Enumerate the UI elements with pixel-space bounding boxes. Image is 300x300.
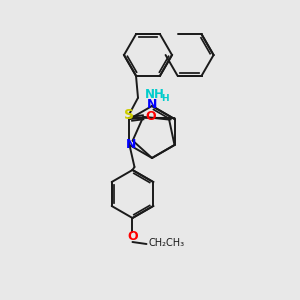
Text: O: O [145, 110, 156, 122]
Text: NH: NH [145, 88, 165, 101]
Text: N: N [126, 139, 137, 152]
Text: S: S [124, 108, 134, 122]
Text: N: N [147, 98, 157, 112]
Text: O: O [127, 230, 138, 244]
Text: H: H [161, 94, 169, 103]
Text: CH₂CH₃: CH₂CH₃ [148, 238, 184, 248]
